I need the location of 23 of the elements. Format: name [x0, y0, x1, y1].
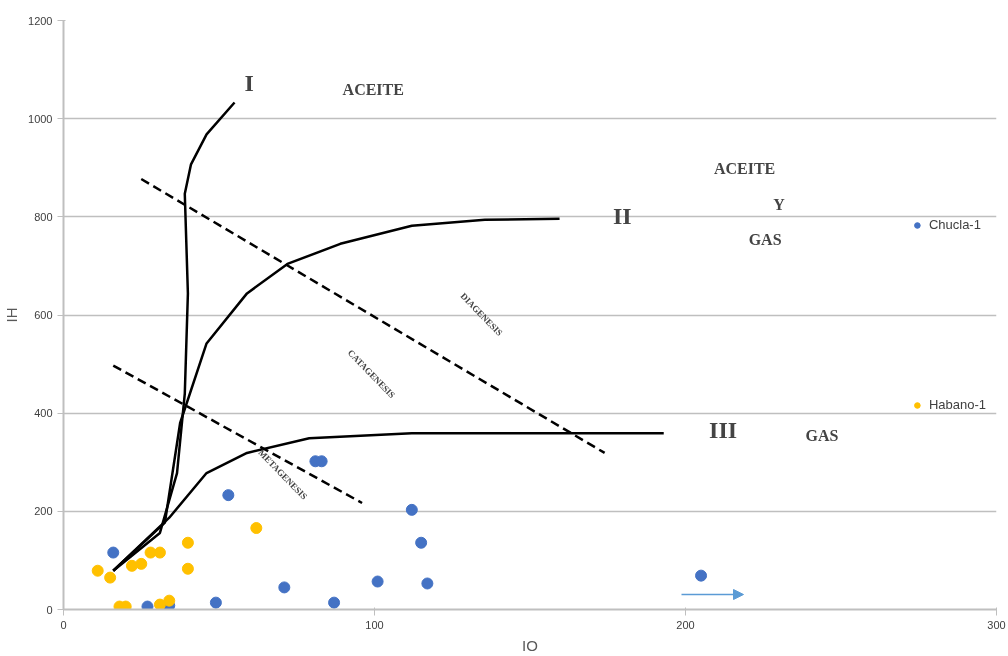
y-tick-label: 0: [46, 603, 53, 616]
legend-label: Chucla-1: [928, 217, 981, 232]
x-tick-label: 300: [987, 618, 1006, 631]
x-tick-label: 0: [60, 618, 67, 631]
y-tick-label: 1000: [28, 112, 53, 125]
y-axis-title: IH: [3, 307, 21, 323]
annotation: GAS: [805, 426, 839, 444]
annotation: II: [613, 203, 632, 230]
annotation: Y: [773, 196, 786, 214]
x-axis-title: IO: [522, 636, 538, 654]
y-tick-label: 600: [34, 309, 53, 321]
y-tick-label: 800: [34, 210, 53, 223]
x-tick-label: 200: [676, 618, 695, 631]
annotation: I: [244, 69, 254, 96]
y-tick-label: 400: [34, 407, 53, 420]
annotation: ACEITE: [342, 80, 404, 98]
annotation: III: [709, 416, 738, 443]
annotation: GAS: [748, 231, 782, 249]
annotation: ACEITE: [713, 159, 776, 177]
y-tick-label: 1200: [28, 14, 53, 27]
legend-label: Habano-1: [928, 397, 986, 412]
y-tick-label: 200: [34, 505, 53, 518]
x-tick-label: 100: [365, 618, 384, 631]
